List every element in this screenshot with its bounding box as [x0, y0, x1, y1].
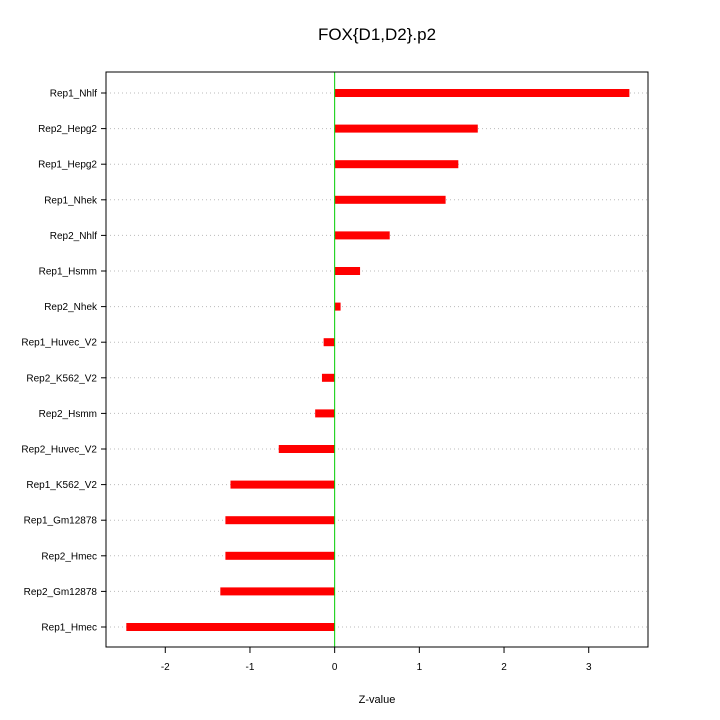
y-tick-label: Rep2_Huvec_V2: [21, 445, 97, 456]
y-tick-label: Rep2_Nhek: [44, 302, 98, 313]
bar: [323, 338, 335, 347]
y-tick-label: Rep2_Hepg2: [38, 124, 97, 135]
y-tick-label: Rep2_Hmec: [41, 551, 97, 562]
bar: [334, 124, 478, 133]
grid-lines: [106, 92, 648, 628]
plot-frame: [105, 71, 649, 648]
bars: [126, 89, 630, 631]
y-tick-label: Rep1_K562_V2: [26, 480, 97, 491]
chart-title: FOX{D1,D2}.p2: [318, 25, 436, 44]
y-tick-label: Rep1_Huvec_V2: [21, 338, 97, 349]
x-axis-label: Z-value: [359, 694, 396, 706]
bar: [220, 587, 335, 596]
y-tick-label: Rep1_Gm12878: [24, 516, 98, 527]
bar: [225, 551, 335, 560]
bar: [321, 373, 335, 382]
bar: [225, 516, 335, 525]
bar: [315, 409, 335, 418]
y-tick-label: Rep2_Hsmm: [39, 409, 97, 420]
x-tick-label: 2: [501, 662, 507, 673]
bar: [278, 445, 335, 453]
bar: [334, 89, 630, 97]
x-axis: -2 -1 0 1 2 3: [161, 647, 592, 673]
bar: [230, 480, 335, 489]
x-tick-label: 3: [586, 662, 592, 673]
y-tick-label: Rep1_Hepg2: [38, 160, 97, 171]
bar: [334, 267, 361, 275]
y-tick-label: Rep1_Hmec: [41, 623, 97, 634]
y-tick-label: Rep1_Nhlf: [50, 89, 97, 100]
bar: [334, 231, 390, 240]
bar: [126, 623, 335, 631]
x-tick-label: 0: [332, 662, 338, 673]
y-axis: Rep1_Nhlf Rep2_Hepg2 Rep1_Hepg2 Rep1_Nhek Re…: [21, 89, 106, 634]
bar: [334, 195, 446, 204]
y-tick-label: Rep1_Hsmm: [39, 267, 97, 278]
x-tick-label: -2: [161, 662, 170, 673]
bar: [334, 302, 341, 311]
x-tick-label: 1: [417, 662, 423, 673]
x-tick-label: -1: [246, 662, 255, 673]
bar: [334, 160, 459, 169]
y-tick-label: Rep1_Nhek: [44, 195, 98, 206]
y-tick-label: Rep2_Gm12878: [24, 587, 98, 598]
y-tick-label: Rep2_Nhlf: [50, 231, 97, 242]
y-tick-label: Rep2_K562_V2: [26, 373, 97, 384]
